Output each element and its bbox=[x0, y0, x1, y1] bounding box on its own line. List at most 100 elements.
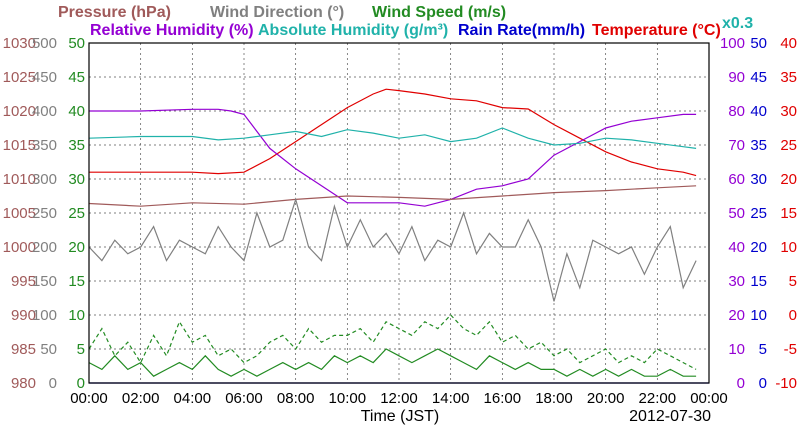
series-line bbox=[89, 88, 697, 177]
x-tick-label: 18:00 bbox=[535, 390, 573, 407]
y-tick-label: 1020 bbox=[3, 103, 36, 120]
y-tick-label: 5 bbox=[759, 341, 767, 358]
legend-wind-direction: Wind Direction (°) bbox=[210, 4, 344, 21]
y-tick-label: 35 bbox=[68, 137, 85, 154]
y-tick-label: 10 bbox=[728, 341, 745, 358]
series-line bbox=[88, 185, 697, 207]
x-tick-label: 00:00 bbox=[70, 390, 108, 407]
y-tick-label: 50 bbox=[40, 341, 57, 358]
y-tick-label: 80 bbox=[728, 103, 745, 120]
gridlines bbox=[89, 43, 709, 383]
series-line bbox=[88, 127, 697, 149]
y-tick-label: 15 bbox=[780, 205, 797, 222]
y-tick-label: -10 bbox=[775, 375, 797, 392]
y-tick-label: 0 bbox=[759, 375, 767, 392]
y-tick-label: 45 bbox=[750, 69, 767, 86]
y-tick-label: 20 bbox=[728, 307, 745, 324]
y-tick-label: 30 bbox=[780, 103, 797, 120]
y-tick-label: 1010 bbox=[3, 171, 36, 188]
y-tick-label: 250 bbox=[32, 205, 57, 222]
y-tick-label: 995 bbox=[11, 273, 36, 290]
y-tick-label: 30 bbox=[68, 171, 85, 188]
y-tick-label: 200 bbox=[32, 239, 57, 256]
y-tick-label: 100 bbox=[32, 307, 57, 324]
series-line bbox=[88, 314, 697, 370]
x-tick-label: 14:00 bbox=[432, 390, 470, 407]
y-tick-label: 35 bbox=[750, 137, 767, 154]
y-tick-label: 0 bbox=[789, 307, 797, 324]
y-tick-label: 1025 bbox=[3, 69, 36, 86]
x-tick-label: 22:00 bbox=[639, 390, 677, 407]
series-line bbox=[88, 197, 697, 302]
y-tick-label: 25 bbox=[68, 205, 85, 222]
y-tick-label: 300 bbox=[32, 171, 57, 188]
x-tick-label: 04:00 bbox=[174, 390, 212, 407]
y-tick-label: 5 bbox=[789, 273, 797, 290]
y-tick-label: 400 bbox=[32, 103, 57, 120]
y-tick-label: 350 bbox=[32, 137, 57, 154]
y-tick-label: 50 bbox=[68, 35, 85, 52]
y-tick-label: 25 bbox=[750, 205, 767, 222]
x-tick-label: 10:00 bbox=[329, 390, 367, 407]
series-line bbox=[89, 108, 697, 207]
scale-note: x0.3 bbox=[722, 15, 753, 32]
legend-relative-humidity: Relative Humidity (%) bbox=[90, 22, 254, 39]
axis-ticks: 00:00 02:00 04:00 06:00 08:00 10:00 12:00 14:00… bbox=[3, 35, 797, 407]
y-tick-label: 20 bbox=[780, 171, 797, 188]
y-tick-label: 0 bbox=[737, 375, 745, 392]
x-tick-label: 08:00 bbox=[277, 390, 315, 407]
y-tick-label: 0 bbox=[49, 375, 57, 392]
y-tick-label: 990 bbox=[11, 307, 36, 324]
y-tick-label: 30 bbox=[750, 171, 767, 188]
legend-pressure: Pressure (hPa) bbox=[58, 4, 171, 21]
y-tick-label: 40 bbox=[728, 239, 745, 256]
y-tick-label: 1005 bbox=[3, 205, 36, 222]
y-tick-label: 1015 bbox=[3, 137, 36, 154]
y-tick-label: 980 bbox=[11, 375, 36, 392]
y-tick-label: 50 bbox=[750, 35, 767, 52]
legend-wind-speed: Wind Speed (m/s) bbox=[372, 4, 506, 21]
x-tick-label: 06:00 bbox=[225, 390, 263, 407]
y-tick-label: -5 bbox=[784, 341, 797, 358]
y-tick-label: 100 bbox=[720, 35, 745, 52]
legend-rain-rate: Rain Rate(mm/h) bbox=[458, 22, 585, 39]
y-tick-label: 40 bbox=[750, 103, 767, 120]
x-tick-label: 20:00 bbox=[587, 390, 625, 407]
y-tick-label: 0 bbox=[77, 375, 85, 392]
y-tick-label: 150 bbox=[32, 273, 57, 290]
x-axis-label: Time (JST) bbox=[361, 408, 440, 425]
y-tick-label: 45 bbox=[68, 69, 85, 86]
y-tick-label: 20 bbox=[750, 239, 767, 256]
y-tick-label: 20 bbox=[68, 239, 85, 256]
y-tick-label: 10 bbox=[780, 239, 797, 256]
x-tick-label: 00:00 bbox=[690, 390, 728, 407]
y-tick-label: 450 bbox=[32, 69, 57, 86]
y-tick-label: 15 bbox=[750, 273, 767, 290]
x-tick-label: 16:00 bbox=[484, 390, 522, 407]
x-tick-label: 12:00 bbox=[380, 390, 418, 407]
y-tick-label: 40 bbox=[780, 35, 797, 52]
legend-absolute-humidity: Absolute Humidity (g/m³) bbox=[258, 22, 448, 39]
y-tick-label: 985 bbox=[11, 341, 36, 358]
y-tick-label: 1000 bbox=[3, 239, 36, 256]
y-tick-label: 15 bbox=[68, 273, 85, 290]
y-tick-label: 30 bbox=[728, 273, 745, 290]
y-tick-label: 500 bbox=[32, 35, 57, 52]
y-tick-label: 90 bbox=[728, 69, 745, 86]
y-tick-label: 10 bbox=[68, 307, 85, 324]
plot-frame bbox=[88, 42, 710, 384]
y-tick-label: 10 bbox=[750, 307, 767, 324]
x-tick-label: 02:00 bbox=[122, 390, 160, 407]
y-tick-label: 60 bbox=[728, 171, 745, 188]
legend-temperature: Temperature (°C) bbox=[592, 22, 721, 39]
series-line bbox=[88, 348, 697, 377]
y-tick-label: 5 bbox=[77, 341, 85, 358]
y-tick-label: 25 bbox=[780, 137, 797, 154]
y-tick-label: 35 bbox=[780, 69, 797, 86]
y-tick-label: 50 bbox=[728, 205, 745, 222]
y-tick-label: 1030 bbox=[3, 35, 36, 52]
y-tick-label: 70 bbox=[728, 137, 745, 154]
y-tick-label: 40 bbox=[68, 103, 85, 120]
date-label: 2012-07-30 bbox=[629, 408, 711, 425]
